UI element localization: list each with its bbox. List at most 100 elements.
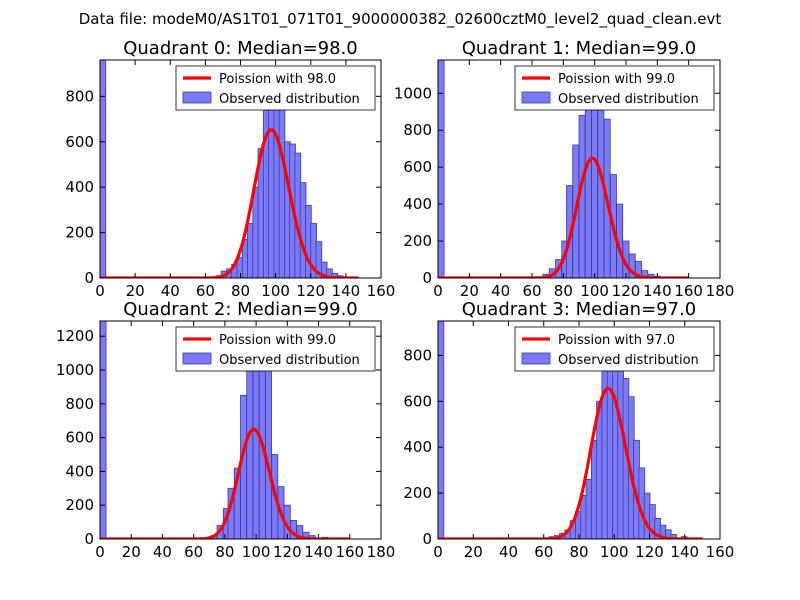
x-tick-label: 120 (273, 543, 302, 561)
axes-frame (437, 59, 721, 279)
legend-bar-swatch (521, 91, 551, 104)
histogram-bar (252, 351, 260, 539)
histogram-bar (438, 321, 445, 539)
x-tick-label: 160 (367, 282, 396, 300)
legend: Poission with 97.0 Observed distribution (514, 326, 715, 372)
panel-title: Quadrant 2: Median=99.0 (123, 299, 358, 320)
poisson-curve (438, 386, 703, 539)
x-tick-label: 40 (491, 282, 510, 300)
x-tick-label: 40 (153, 543, 172, 561)
y-tick-label: 0 (422, 530, 432, 548)
x-tick-label: 100 (261, 282, 290, 300)
histogram-bar (100, 60, 107, 278)
x-tick-label: 20 (464, 543, 483, 561)
legend-label-observed: Observed distribution (558, 92, 699, 107)
x-tick-label: 20 (126, 282, 145, 300)
x-tick-label: 80 (554, 282, 573, 300)
y-tick-label: 200 (403, 484, 432, 502)
y-tick-label: 200 (403, 232, 432, 250)
figure-suptitle: Data file: modeM0/AS1T01_071T01_90000003… (79, 10, 722, 29)
y-tick-label: 400 (65, 178, 94, 196)
y-tick-label: 600 (65, 429, 94, 447)
x-tick-label: 0 (433, 543, 443, 561)
legend-label-observed: Observed distribution (219, 353, 360, 368)
y-tick-label: 600 (403, 158, 432, 176)
x-tick-label: 0 (433, 282, 443, 300)
histogram-bar (246, 364, 254, 539)
poisson-curve (438, 156, 689, 278)
y-tick-label: 800 (403, 121, 432, 139)
y-tick-label: 800 (403, 346, 432, 364)
y-tick-label: 400 (403, 195, 432, 213)
legend-bar-swatch (521, 352, 551, 365)
x-tick-label: 80 (215, 543, 234, 561)
x-tick-label: 60 (184, 543, 203, 561)
x-tick-label: 40 (499, 543, 518, 561)
x-tick-label: 160 (706, 543, 735, 561)
y-tick-label: 1200 (56, 327, 94, 345)
histogram-bar (240, 394, 247, 539)
y-tick-label: 600 (403, 392, 432, 410)
x-tick-label: 0 (95, 282, 105, 300)
x-tick-label: 80 (569, 543, 588, 561)
plot-area (438, 60, 689, 278)
x-tick-label: 140 (332, 282, 361, 300)
x-tick-label: 120 (612, 282, 641, 300)
x-tick-label: 120 (296, 282, 325, 300)
y-tick-label: 800 (65, 87, 94, 105)
y-tick-label: 1000 (56, 361, 94, 379)
x-tick-label: 180 (706, 282, 735, 300)
y-tick-label: 600 (65, 133, 94, 151)
poisson-curve (100, 427, 350, 539)
x-tick-label: 180 (367, 543, 396, 561)
y-tick-label: 0 (422, 269, 432, 287)
legend-bar-swatch (182, 352, 212, 365)
histogram-bar (438, 60, 445, 278)
y-tick-label: 200 (65, 496, 94, 514)
subplot-quadrant-1: Quadrant 1: Median=99.0 0 20 40 60 80 100 120 14… (394, 38, 735, 300)
legend: Poission with 98.0 Observed distribution (175, 65, 376, 111)
x-tick-label: 60 (522, 282, 541, 300)
subplot-quadrant-0: Quadrant 0: Median=98.0 0 20 40 60 80 100 120 14… (65, 38, 395, 300)
poisson-curve (100, 128, 359, 278)
legend: Poission with 99.0 Observed distribution (514, 65, 715, 111)
y-tick-label: 400 (65, 462, 94, 480)
histogram-bar (635, 260, 642, 278)
x-tick-label: 160 (674, 282, 703, 300)
subplot-grid: Quadrant 0: Median=98.00 20 40 60 80 100 120 14… (56, 38, 735, 561)
subplot-quadrant-2: Quadrant 2: Median=99.0 0 20 40 60 80 100 120 14… (56, 299, 396, 561)
legend-label-observed: Observed distribution (558, 353, 699, 368)
histogram-bar (100, 321, 107, 539)
x-tick-label: 140 (670, 543, 699, 561)
x-tick-label: 140 (643, 282, 672, 300)
histogram-bar (591, 81, 599, 278)
x-tick-label: 120 (635, 543, 664, 561)
x-tick-label: 40 (161, 282, 180, 300)
legend-bar-swatch (182, 91, 212, 104)
x-tick-label: 100 (242, 543, 271, 561)
axes-frame (99, 320, 382, 540)
x-tick-label: 140 (304, 543, 333, 561)
panel-title: Quadrant 3: Median=97.0 (462, 299, 697, 320)
legend: Poission with 99.0 Observed distribution (175, 326, 376, 372)
histogram-bar (584, 92, 592, 278)
x-tick-label: 0 (95, 543, 105, 561)
x-tick-label: 100 (580, 282, 609, 300)
y-tick-label: 0 (84, 530, 94, 548)
x-tick-label: 80 (231, 282, 250, 300)
x-tick-label: 20 (122, 543, 141, 561)
panel-title: Quadrant 0: Median=98.0 (123, 38, 358, 59)
plot-area (100, 60, 360, 278)
x-tick-label: 20 (460, 282, 479, 300)
x-tick-label: 60 (534, 543, 553, 561)
x-tick-label: 100 (600, 543, 629, 561)
legend-label-poisson: Poission with 99.0 (219, 333, 336, 348)
legend-label-poisson: Poission with 99.0 (558, 72, 675, 87)
histogram-bar (315, 241, 323, 278)
x-tick-label: 60 (196, 282, 215, 300)
y-tick-label: 1000 (394, 84, 432, 102)
y-tick-label: 0 (84, 269, 94, 287)
x-tick-label: 160 (335, 543, 364, 561)
legend-label-poisson: Poission with 98.0 (219, 72, 336, 87)
